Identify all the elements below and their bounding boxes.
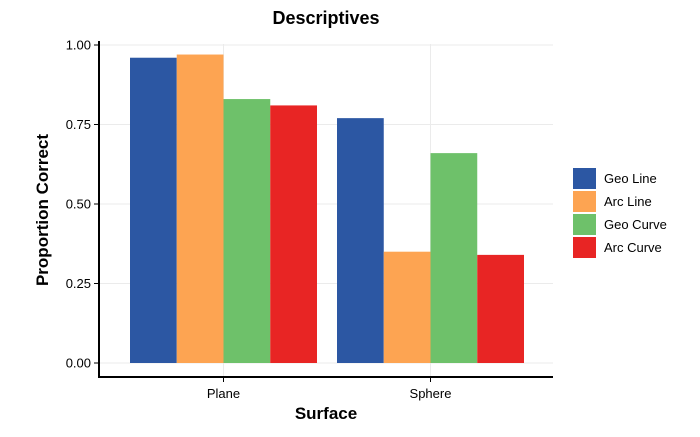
legend-label: Geo Line	[604, 171, 657, 186]
legend-swatch	[573, 214, 596, 235]
legend-swatch	[573, 237, 596, 258]
bar-geo-curve-plane	[223, 99, 271, 363]
bar-arc-line-plane	[176, 54, 224, 363]
chart-title: Descriptives	[272, 8, 379, 28]
bar-arc-curve-sphere	[477, 254, 524, 363]
y-tick-label: 0.25	[66, 276, 91, 291]
y-axis-title: Proportion Correct	[33, 134, 52, 286]
bar-arc-line-sphere	[383, 251, 431, 363]
legend-label: Arc Line	[604, 194, 652, 209]
y-tick-label: 0.75	[66, 117, 91, 132]
legend-swatch	[573, 168, 596, 189]
bar-geo-curve-sphere	[430, 153, 478, 363]
legend-label: Geo Curve	[604, 217, 667, 232]
y-tick-label: 0.00	[66, 356, 91, 371]
bar-geo-line-plane	[130, 57, 177, 363]
legend-swatch	[573, 191, 596, 212]
bar-geo-line-sphere	[337, 118, 384, 363]
y-tick-label: 0.50	[66, 197, 91, 212]
bar-arc-curve-plane	[270, 105, 317, 364]
legend: Geo Line Arc Line Geo Curve Arc Curve	[573, 168, 667, 258]
axes	[94, 41, 553, 382]
y-tick-labels: 0.00 0.25 0.50 0.75 1.00	[66, 38, 91, 371]
bars	[130, 54, 524, 364]
x-tick-labels: Plane Sphere	[207, 386, 452, 401]
x-tick-label: Plane	[207, 386, 240, 401]
x-axis-title: Surface	[295, 404, 357, 423]
y-tick-label: 1.00	[66, 38, 91, 53]
legend-label: Arc Curve	[604, 240, 662, 255]
x-tick-label: Sphere	[410, 386, 452, 401]
